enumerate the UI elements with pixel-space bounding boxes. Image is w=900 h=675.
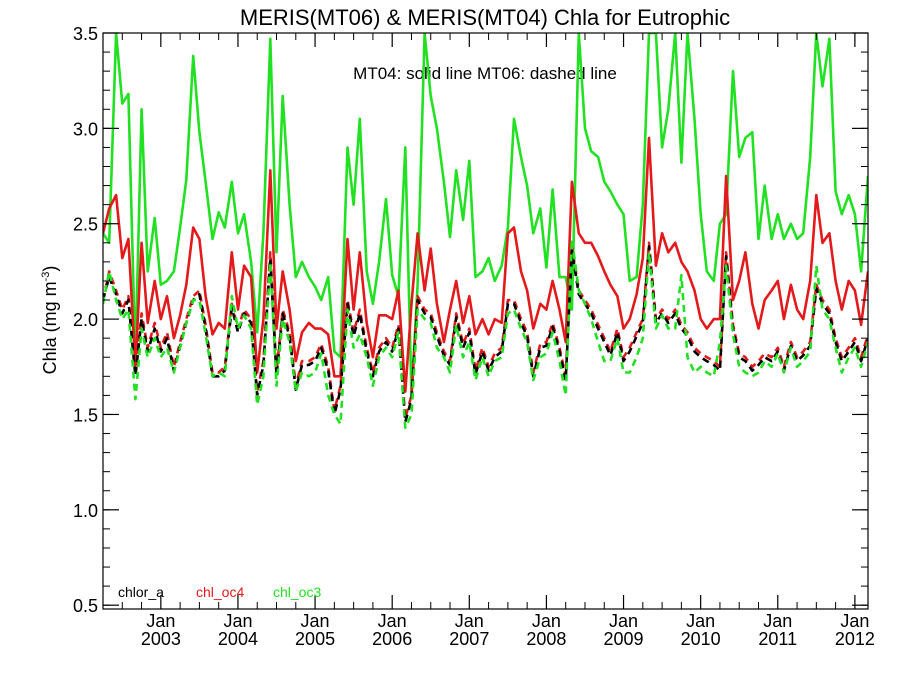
x-tick-label-month: Jan xyxy=(455,611,484,631)
legend: chlor_a chl_oc4 chl_oc3 xyxy=(118,584,321,600)
series-line-chlor_a-dashed xyxy=(103,245,868,424)
axis-layer: 0.51.01.52.02.53.03.5Jan2003Jan2004Jan20… xyxy=(73,24,875,649)
series-line-chl_oc3-solid xyxy=(103,33,868,397)
series-layer xyxy=(103,33,868,430)
y-axis-label-close: ) xyxy=(40,266,60,272)
x-tick-label-month: Jan xyxy=(840,611,869,631)
x-tick-label-year: 2008 xyxy=(526,629,566,649)
y-tick-label: 3.0 xyxy=(73,119,98,139)
x-tick-label-month: Jan xyxy=(301,611,330,631)
legend-item-chl_oc4: chl_oc4 xyxy=(196,584,244,600)
y-tick-label: 2.5 xyxy=(73,215,98,235)
x-tick-label-year: 2007 xyxy=(449,629,489,649)
y-axis-label: Chla (mg m-3) xyxy=(40,266,60,375)
x-tick-label-year: 2011 xyxy=(758,629,797,649)
x-tick-label-year: 2012 xyxy=(835,629,875,649)
x-tick-label-year: 2009 xyxy=(604,629,644,649)
x-tick-label-month: Jan xyxy=(378,611,407,631)
y-axis-label-main: Chla (mg m xyxy=(40,281,60,374)
y-tick-label: 2.0 xyxy=(73,310,98,330)
x-tick-label-month: Jan xyxy=(532,611,561,631)
y-axis-label-sup: -3 xyxy=(40,272,52,282)
x-tick-label-month: Jan xyxy=(223,611,252,631)
x-tick-label-year: 2003 xyxy=(141,629,181,649)
x-tick-label-month: Jan xyxy=(609,611,638,631)
legend-item-chlor_a: chlor_a xyxy=(118,584,164,600)
x-tick-label-month: Jan xyxy=(763,611,792,631)
chart-title: MERIS(MT06) & MERIS(MT04) Chla for Eutro… xyxy=(240,5,730,30)
x-tick-label-year: 2004 xyxy=(218,629,258,649)
legend-item-chl_oc3: chl_oc3 xyxy=(273,584,321,600)
series-line-chl_oc4-solid xyxy=(103,136,868,393)
x-tick-label-year: 2006 xyxy=(372,629,412,649)
x-tick-label-month: Jan xyxy=(146,611,175,631)
series-line-chl_oc3-dashed xyxy=(103,237,868,430)
y-tick-label: 0.5 xyxy=(73,596,98,616)
x-tick-label-month: Jan xyxy=(686,611,715,631)
chart-annotation: MT04: solid line MT06: dashed line xyxy=(353,64,617,83)
x-tick-label-year: 2005 xyxy=(295,629,335,649)
y-tick-label: 1.5 xyxy=(73,405,98,425)
y-tick-label: 3.5 xyxy=(73,24,98,44)
x-tick-label-year: 2010 xyxy=(681,629,721,649)
plot-frame xyxy=(102,32,869,610)
y-tick-label: 1.0 xyxy=(73,501,98,521)
series-line-chl_oc4-dashed xyxy=(103,241,868,420)
